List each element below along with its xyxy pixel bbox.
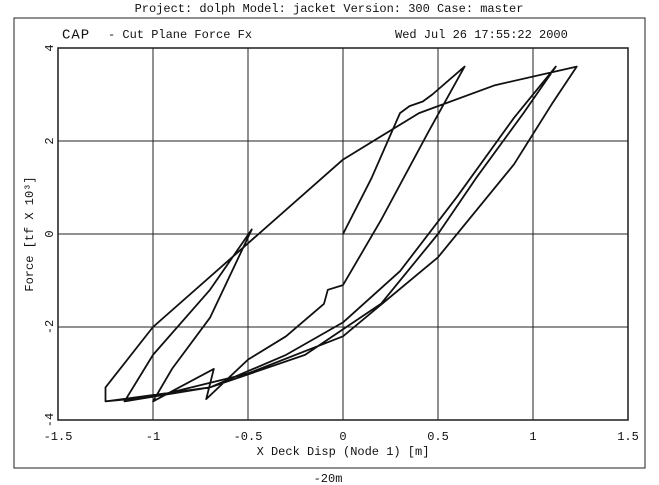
y-tick-label: 2	[43, 137, 57, 144]
y-tick-label: -2	[43, 320, 57, 334]
logo: CAP	[62, 28, 90, 44]
x-tick-label: 1.5	[617, 430, 639, 444]
y-tick-label: -4	[43, 413, 57, 427]
x-axis-label: X Deck Disp (Node 1) [m]	[257, 445, 430, 459]
x-tick-label: 0	[339, 430, 346, 444]
header: Project: dolph Model: jacket Version: 30…	[135, 2, 524, 16]
x-tick-label: -1.5	[44, 430, 73, 444]
x-tick-label: 1	[529, 430, 536, 444]
y-axis-label: Force [tf X 10³]	[23, 176, 37, 291]
x-tick-label: -0.5	[234, 430, 263, 444]
chart-title: - Cut Plane Force Fx	[108, 28, 252, 42]
frame	[13, 17, 646, 469]
y-tick-label: 4	[43, 44, 57, 51]
x-tick-label: 0.5	[427, 430, 449, 444]
y-tick-label: 0	[43, 230, 57, 237]
timestamp: Wed Jul 26 17:55:22 2000	[395, 28, 568, 42]
x-tick-label: -1	[146, 430, 160, 444]
data-line	[104, 65, 578, 403]
footer: -20m	[314, 472, 343, 485]
